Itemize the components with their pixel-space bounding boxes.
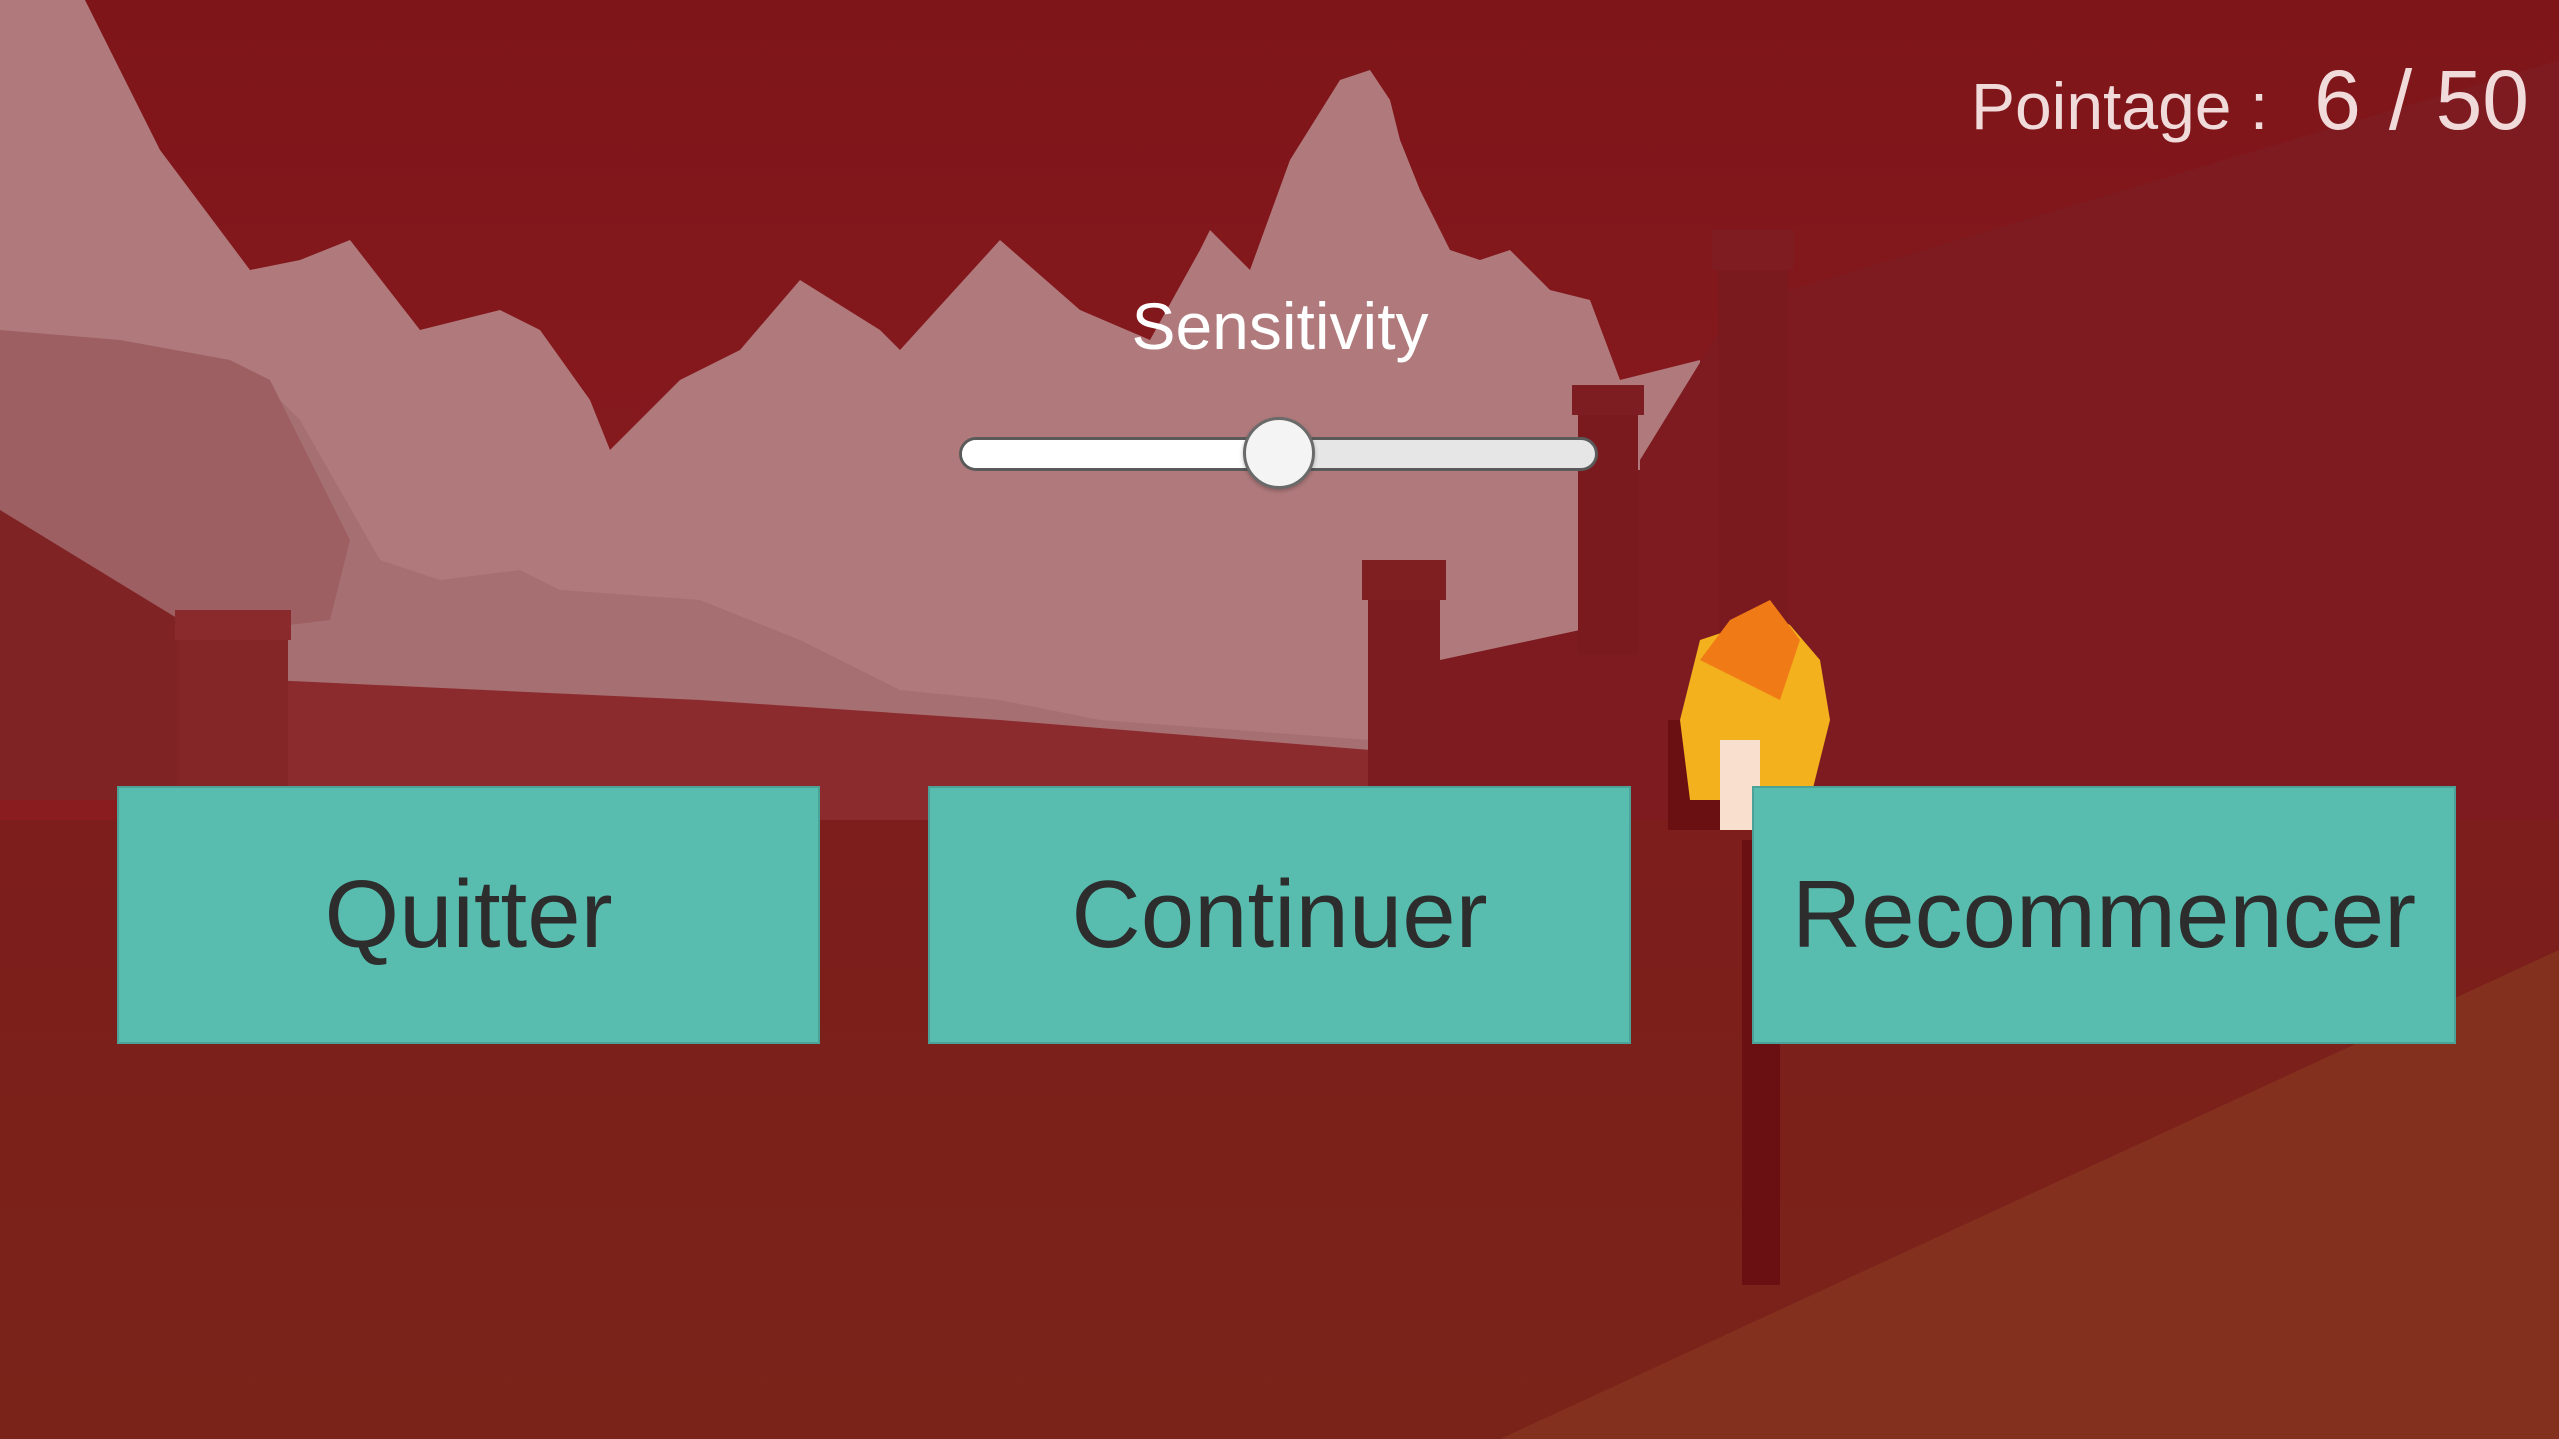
score-display: Pointage : 6 / 50 [1971,52,2529,149]
quit-button-label: Quitter [324,861,613,968]
right-tower-2 [1718,250,1788,650]
restart-button-label: Recommencer [1791,861,2417,968]
floor-light [1500,950,2559,1439]
mountain-peak-right [1400,285,1560,400]
left-castle-wall [0,510,180,800]
sensitivity-label: Sensitivity [1131,289,1429,363]
restart-button[interactable]: Recommencer [1752,786,2456,1044]
continue-button-label: Continuer [1071,861,1488,968]
sensitivity-slider-handle[interactable] [1242,417,1315,489]
sensitivity-slider-fill [962,440,1282,468]
score-value: 6 [2314,53,2361,147]
score-label: Pointage : [1970,69,2269,143]
hills [0,330,1370,800]
quit-button[interactable]: Quitter [117,786,820,1044]
right-tower-1 [1578,395,1638,655]
left-wall-long [270,680,1370,820]
continue-button[interactable]: Continuer [928,786,1631,1044]
center-tower [1368,580,1440,820]
score-max: / 50 [2388,53,2529,147]
